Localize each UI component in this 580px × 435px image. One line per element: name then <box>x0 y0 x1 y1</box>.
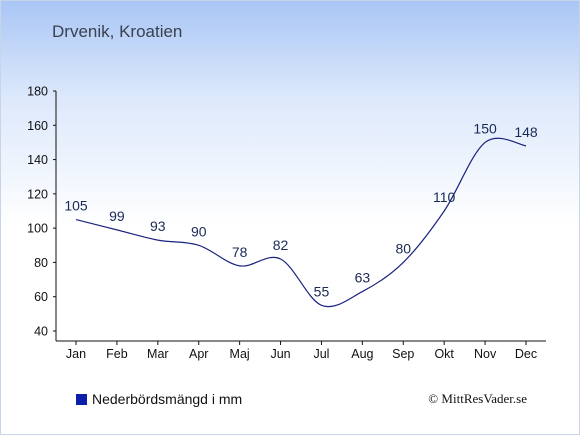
data-label-nov: 150 <box>473 120 497 136</box>
x-tick-label: Okt <box>434 347 454 361</box>
data-label-aug: 63 <box>355 270 371 286</box>
data-labels: 105 99 93 90 78 82 55 63 80 110 150 148 <box>64 120 538 299</box>
x-tick-label: Nov <box>474 347 497 361</box>
data-label-sep: 80 <box>395 240 411 256</box>
x-tick-label: Aug <box>351 347 373 361</box>
y-tick-label: 100 <box>27 222 48 236</box>
y-tick-label: 140 <box>27 153 48 167</box>
x-tick-label: Feb <box>106 347 128 361</box>
x-tick-label: Maj <box>230 347 250 361</box>
axes: 40 60 80 100 120 140 160 180 Jan Feb Mar Apr Maj Jun J… <box>27 85 546 361</box>
copyright-text: © MittResVader.se <box>428 391 527 406</box>
y-tick-label: 40 <box>34 325 48 339</box>
data-label-jul: 55 <box>314 283 330 299</box>
x-tick-label: Jun <box>270 347 290 361</box>
x-tick-label: Mar <box>147 347 169 361</box>
data-label-dec: 148 <box>514 124 538 140</box>
data-label-mar: 93 <box>150 218 166 234</box>
y-tick-label: 120 <box>27 187 48 201</box>
y-tick-label: 160 <box>27 119 48 133</box>
y-tick-label: 80 <box>34 256 48 270</box>
data-label-feb: 99 <box>109 208 125 224</box>
data-label-maj: 78 <box>232 244 248 260</box>
y-tick-label: 180 <box>27 85 48 99</box>
x-tick-label: Apr <box>189 347 208 361</box>
x-tick-label: Sep <box>392 347 414 361</box>
legend: Nederbördsmängd i mm <box>76 391 242 407</box>
series-line-precipitation <box>75 137 527 308</box>
data-label-jan: 105 <box>64 198 88 214</box>
data-label-apr: 90 <box>191 223 207 239</box>
series-line-layer <box>75 137 527 308</box>
chart-title: Drvenik, Kroatien <box>52 22 183 41</box>
y-tick-label: 60 <box>34 290 48 304</box>
legend-label: Nederbördsmängd i mm <box>92 391 243 407</box>
data-label-jun: 82 <box>273 237 289 253</box>
data-label-okt: 110 <box>433 189 456 205</box>
x-tick-label: Jan <box>66 347 86 361</box>
x-tick-label: Jul <box>313 347 329 361</box>
legend-swatch <box>76 393 87 405</box>
x-tick-label: Dec <box>515 347 537 361</box>
